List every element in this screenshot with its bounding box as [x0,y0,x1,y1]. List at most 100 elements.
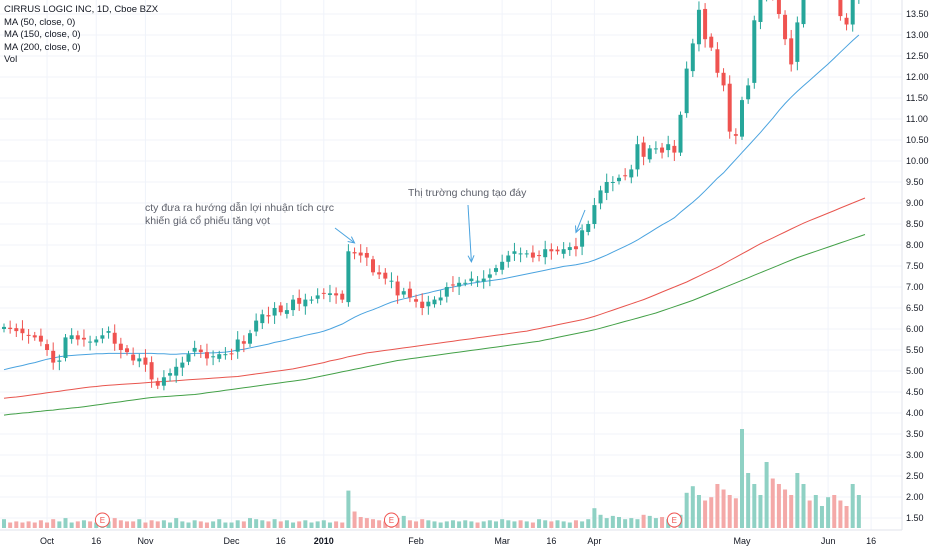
candle-body [469,278,474,282]
volume-bar [592,508,597,528]
price-axis[interactable]: 1.50 2.00 2.50 3.00 3.50 4.00 4.50 5.00 5.50 6.00… [906,9,929,523]
volume-bar [248,518,252,528]
candle [850,0,855,32]
candle-body [758,0,763,22]
candle [8,320,13,334]
candle-body [580,230,585,247]
candle-body [401,291,406,295]
time-axis[interactable]: Oct 16 Nov Dec 16 2010 Feb Mar 16 Apr May Jun 16 [40,536,876,546]
ma150 [3,197,866,399]
candle [629,164,634,184]
volume-bar [131,521,136,528]
legend-vol[interactable]: Vol [4,54,18,65]
candle-body [26,334,31,336]
candle-body [272,308,277,316]
candle [248,329,252,348]
candle-body [586,224,591,232]
time-tick-label: 2010 [314,536,334,546]
candle [740,96,744,140]
volume-bar [807,500,812,528]
candle [186,350,191,366]
volume-bar [795,473,800,528]
candle-body [696,9,701,45]
candle-body [740,100,744,137]
volume-bar [266,521,271,528]
candle [463,279,468,287]
volume-bar [690,486,695,528]
volume-bar [106,521,111,528]
candle [647,145,652,163]
candle [211,350,216,366]
candle-body [57,360,62,362]
candle [678,111,683,156]
candle-body [168,373,173,376]
volume-bar [518,520,523,528]
volume-bar [629,518,634,528]
candle-body [20,328,25,334]
time-tick-label: 16 [546,536,556,546]
volume-bar [475,522,480,528]
volume-bar [469,521,474,528]
chart-legend: CIRRUS LOGIC INC, 1D, Cboe BZX MA (50, c… [4,4,158,67]
price-tick-label: 6.50 [906,303,924,313]
candle-body [284,310,289,314]
candle [844,13,849,31]
candle [733,128,738,145]
candle [377,265,382,280]
legend-ma200[interactable]: MA (200, close, 0) [4,41,81,53]
volume-bar [733,498,738,528]
volume-bar [63,518,68,528]
volume-bar [20,522,25,528]
candle-body [327,293,332,295]
volume-bar [610,515,615,528]
volume-bar [426,520,431,528]
arrow-head [574,225,582,234]
candle-body [334,293,339,296]
volume-bar [561,521,566,528]
candle-body [844,17,849,25]
annotation-arrows [334,204,586,263]
volume-bar [764,462,769,528]
candle [81,329,86,347]
volume-bar [272,519,277,528]
candle-body [721,72,726,86]
volume-bar [813,495,818,528]
candle-body [715,49,720,73]
candle [352,247,357,260]
earnings-marker[interactable]: E [94,512,110,528]
earnings-marker[interactable]: E [666,512,682,528]
legend-ma50[interactable]: MA (50, close, 0) [4,16,76,28]
candle [75,330,80,346]
candle-body [660,147,665,153]
candle [586,220,591,236]
volume-bar [801,484,806,528]
candle [506,250,511,268]
candle [100,328,105,344]
ma200-line [3,234,866,416]
candle-body [635,144,640,170]
volume-bar [494,521,498,528]
volume-bar [420,519,425,528]
candle [469,271,474,286]
candle-body [137,358,142,362]
time-tick-label: 16 [276,536,286,546]
volume-bar [524,521,529,528]
candle-body [248,333,252,344]
candle [598,185,603,210]
earnings-marker[interactable]: E [383,512,399,528]
candle [512,242,517,261]
candle [653,141,658,154]
candle-body [211,356,216,358]
candle-body [186,354,191,362]
price-tick-label: 13.00 [906,30,929,40]
legend-title: CIRRUS LOGIC INC, 1D, Cboe BZX [4,4,159,15]
candle-body [198,349,203,353]
candle [537,250,542,262]
candle-body [475,280,480,282]
legend-ma150[interactable]: MA (150, close, 0) [4,29,81,40]
candle-body [727,83,732,132]
candle-body [125,348,129,353]
volume-bar [211,521,216,528]
